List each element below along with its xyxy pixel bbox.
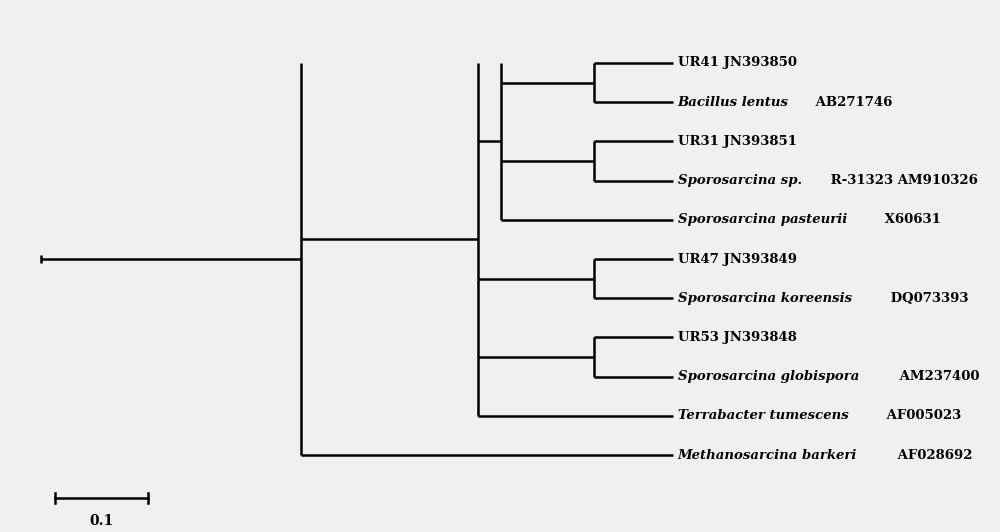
Text: AB271746: AB271746 [811,96,892,109]
Text: Sporosarcina sp.: Sporosarcina sp. [678,174,802,187]
Text: DQ073393: DQ073393 [886,292,969,305]
Text: UR47 JN393849: UR47 JN393849 [678,253,797,265]
Text: Methanosarcina barkeri: Methanosarcina barkeri [678,448,857,462]
Text: Bacillus lentus: Bacillus lentus [678,96,789,109]
Text: AF005023: AF005023 [882,409,961,422]
Text: AF028692: AF028692 [893,448,972,462]
Text: UR53 JN393848: UR53 JN393848 [678,331,796,344]
Text: R-31323 AM910326: R-31323 AM910326 [826,174,978,187]
Text: UR31 JN393851: UR31 JN393851 [678,135,797,148]
Text: UR41 JN393850: UR41 JN393850 [678,56,797,70]
Text: Sporosarcina globispora: Sporosarcina globispora [678,370,859,383]
Text: X60631: X60631 [880,213,941,226]
Text: 0.1: 0.1 [90,514,114,528]
Text: AM237400: AM237400 [895,370,979,383]
Text: Terrabacter tumescens: Terrabacter tumescens [678,409,848,422]
Text: Sporosarcina pasteurii: Sporosarcina pasteurii [678,213,847,226]
Text: Sporosarcina koreensis: Sporosarcina koreensis [678,292,852,305]
